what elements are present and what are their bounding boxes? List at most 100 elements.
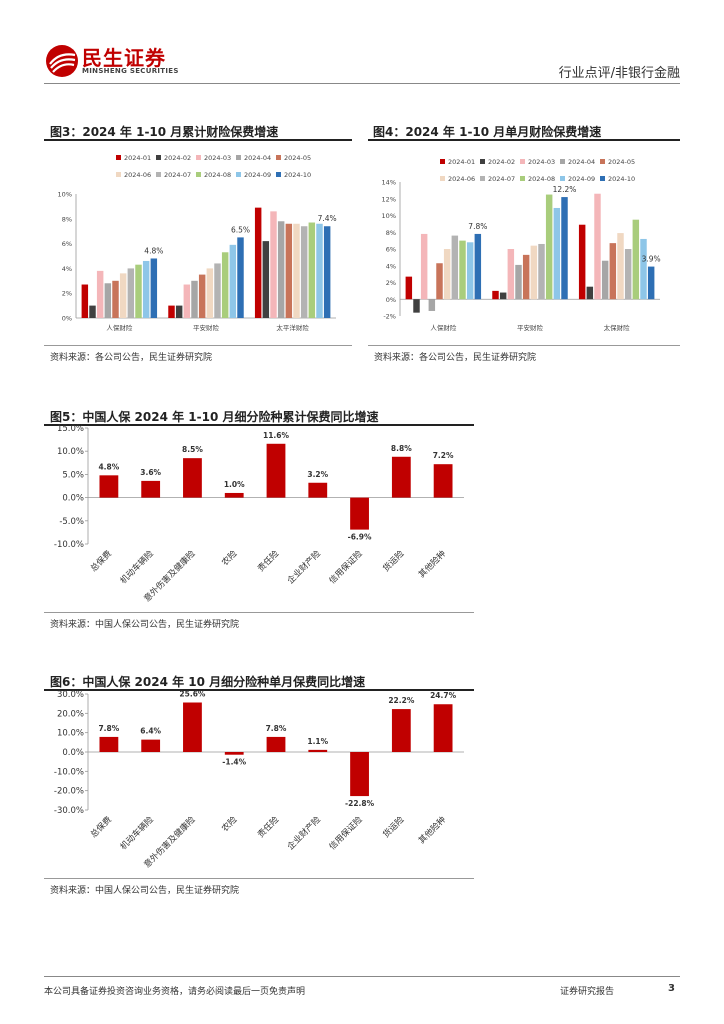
- bar-太平洋财险-2024-06: [293, 223, 300, 318]
- bar-总保费: [99, 475, 119, 498]
- y-tick-label: 10.0%: [57, 729, 84, 739]
- legend-label-2024-06: 2024-06: [124, 171, 151, 179]
- y-tick-label: 0%: [62, 315, 72, 323]
- legend-label-2024-02: 2024-02: [488, 158, 515, 166]
- bar-人保财险-2024-06: [119, 273, 127, 318]
- y-tick-label: 8%: [386, 229, 396, 237]
- x-tick-label-企业财产险: 企业财产险: [285, 814, 323, 852]
- bar-太平洋财险-2024-09: [316, 223, 323, 318]
- data-label-平安财险: 12.2%: [553, 185, 577, 194]
- legend-swatch-2024-05: [276, 155, 281, 160]
- bar-太平洋财险-2024-03: [270, 211, 277, 318]
- bar-太保财险-2024-07: [624, 249, 632, 300]
- bar-其他险种: [433, 704, 453, 752]
- report-category: 行业点评/非银行金融: [558, 66, 680, 81]
- data-label-货运险: 22.2%: [388, 696, 415, 705]
- figure-6-title: 图6：中国人保 2024 年 10 月细分险种单月保费同比增速: [50, 675, 366, 689]
- y-tick-label: 6%: [62, 240, 72, 248]
- legend-swatch-2024-01: [440, 159, 445, 164]
- data-label-企业财产险: 1.1%: [307, 737, 328, 746]
- page-number: 3: [668, 983, 675, 994]
- x-tick-label-其他险种: 其他险种: [416, 548, 448, 580]
- legend-swatch-2024-10: [276, 172, 281, 177]
- legend-label-2024-10: 2024-10: [608, 175, 635, 183]
- logo-text-cn: 民生证券: [82, 46, 166, 70]
- figure-4-title-rule: [368, 139, 680, 141]
- y-tick-label: 4%: [386, 262, 396, 270]
- footer-report-type: 证券研究报告: [560, 987, 615, 997]
- x-tick-label-平安财险: 平安财险: [517, 323, 544, 332]
- bar-平安财险-2024-01: [168, 305, 175, 318]
- bar-人保财险-2024-01: [81, 284, 89, 318]
- bar-信用保证险: [350, 497, 369, 530]
- logo-text-en: MINSHENG SECURITIES: [82, 67, 179, 75]
- bar-意外伤害及健康险: [183, 702, 202, 752]
- bar-太保财险-2024-08: [632, 219, 640, 300]
- x-tick-label-其他险种: 其他险种: [416, 814, 448, 846]
- y-tick-label: -20.0%: [54, 787, 84, 797]
- data-label-农险: -1.4%: [222, 758, 246, 767]
- data-label-人保财险: 7.8%: [468, 222, 487, 231]
- legend-label-2024-04: 2024-04: [244, 154, 271, 162]
- figure-5-chart: -10.0% -5.0% 0.0% 5.0% 10.0% 15.0% 4.8% 总保费 3.6%…: [54, 424, 464, 604]
- bar-人保财险-2024-04: [104, 283, 112, 318]
- y-tick-label: 15.0%: [57, 424, 84, 434]
- figure-3-source-rule: [44, 345, 352, 346]
- bar-太保财险-2024-01: [578, 224, 586, 300]
- legend-label-2024-01: 2024-01: [448, 158, 475, 166]
- x-tick-label-农险: 农险: [220, 548, 240, 568]
- bar-人保财险-2024-09: [142, 260, 150, 318]
- bar-平安财险-2024-09: [229, 244, 237, 318]
- bar-责任险: [266, 443, 286, 498]
- x-tick-label-人保财险: 人保财险: [430, 323, 457, 332]
- bar-太保财险-2024-10: [647, 266, 655, 300]
- legend-label-2024-07: 2024-07: [164, 171, 191, 179]
- bar-太保财险-2024-05: [609, 243, 617, 300]
- data-label-其他险种: 24.7%: [430, 691, 457, 700]
- bar-人保财险-2024-06: [443, 249, 451, 300]
- figure-4-chart: 2024-01 2024-02 2024-03 2024-04 2024-05 2024-…: [382, 158, 661, 332]
- bar-平安财险-2024-05: [198, 274, 206, 318]
- bar-太平洋财险-2024-10: [323, 226, 331, 318]
- bar-平安财险-2024-02: [175, 305, 183, 318]
- x-tick-label-太平洋财险: 太平洋财险: [276, 323, 309, 332]
- x-tick-label-信用保证险: 信用保证险: [327, 814, 365, 852]
- figure-3-source: 资料来源：各公司公告，民生证券研究院: [50, 353, 213, 363]
- bar-太保财险-2024-02: [586, 286, 594, 300]
- bar-太平洋财险-2024-04: [277, 221, 285, 318]
- bar-太保财险-2024-06: [617, 233, 624, 300]
- y-tick-label: 8%: [62, 215, 72, 223]
- figure-3-title-rule: [44, 139, 352, 141]
- legend-label-2024-10: 2024-10: [284, 171, 311, 179]
- figure-3-title: 图3：2024 年 1-10 月累计财险保费增速: [50, 125, 279, 139]
- legend-swatch-2024-02: [156, 155, 161, 160]
- x-tick-label-总保费: 总保费: [88, 814, 114, 840]
- legend-swatch-2024-08: [520, 176, 525, 181]
- figure-5-title-rule: [44, 424, 474, 426]
- data-label-企业财产险: 3.2%: [307, 470, 328, 479]
- legend-label-2024-01: 2024-01: [124, 154, 151, 162]
- bar-意外伤害及健康险: [183, 458, 202, 498]
- figure-6-source-rule: [44, 878, 474, 879]
- legend-label-2024-03: 2024-03: [204, 154, 231, 162]
- bar-人保财险-2024-05: [436, 263, 443, 300]
- bar-平安财险-2024-07: [538, 243, 545, 300]
- data-label-信用保证险: -22.8%: [345, 799, 375, 808]
- figure-6-chart: -30.0% -20.0% -10.0% 0.0% 10.0% 20.0% 30.0% 7.8…: [54, 690, 464, 870]
- y-tick-label: -10.0%: [54, 767, 84, 777]
- bar-人保财险-2024-02: [413, 299, 420, 313]
- bar-人保财险-2024-08: [135, 264, 142, 318]
- legend-swatch-2024-04: [560, 159, 565, 164]
- page-header: 民生证券 MINSHENG SECURITIES 行业点评/非银行金融: [0, 0, 724, 84]
- bar-太平洋财险-2024-01: [254, 207, 262, 318]
- bar-平安财险-2024-02: [499, 292, 507, 300]
- y-tick-label: 14%: [382, 179, 396, 187]
- bar-人保财险-2024-04: [428, 299, 436, 311]
- bar-责任险: [266, 736, 286, 752]
- legend-swatch-2024-07: [480, 176, 485, 181]
- bar-人保财险-2024-10: [474, 233, 482, 300]
- data-label-责任险: 11.6%: [263, 431, 290, 440]
- x-tick-label-责任险: 责任险: [255, 814, 281, 840]
- legend-swatch-2024-05: [600, 159, 605, 164]
- bar-太平洋财险-2024-08: [308, 222, 316, 318]
